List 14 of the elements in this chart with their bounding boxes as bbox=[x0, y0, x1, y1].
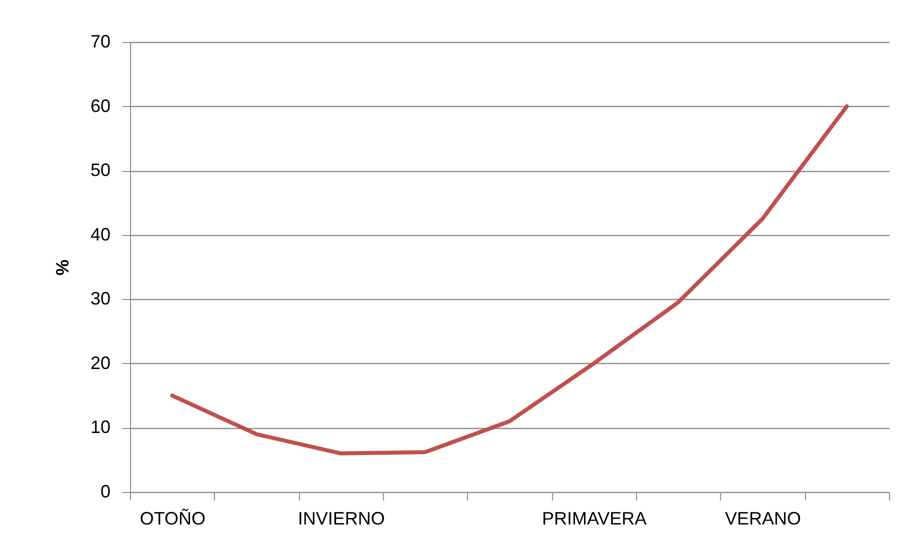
x-tick-label: PRIMAVERA bbox=[542, 508, 647, 528]
x-tick-label: OTOÑO bbox=[140, 508, 206, 528]
y-tick-label: 20 bbox=[90, 352, 110, 373]
line-series bbox=[170, 104, 849, 456]
y-tick-label: 70 bbox=[90, 32, 110, 52]
x-tick-label: INVIERNO bbox=[298, 508, 385, 528]
x-tick-label: VERANO bbox=[724, 508, 802, 528]
y-tick-label: 40 bbox=[90, 224, 110, 244]
y-tick-label: 10 bbox=[90, 417, 110, 438]
y-tick-label: 50 bbox=[90, 160, 110, 180]
y-tick-label: 60 bbox=[90, 96, 110, 116]
y-tick-label: 0 bbox=[100, 482, 110, 502]
y-axis-title: % bbox=[52, 259, 72, 276]
y-tick-label: 30 bbox=[90, 288, 110, 309]
